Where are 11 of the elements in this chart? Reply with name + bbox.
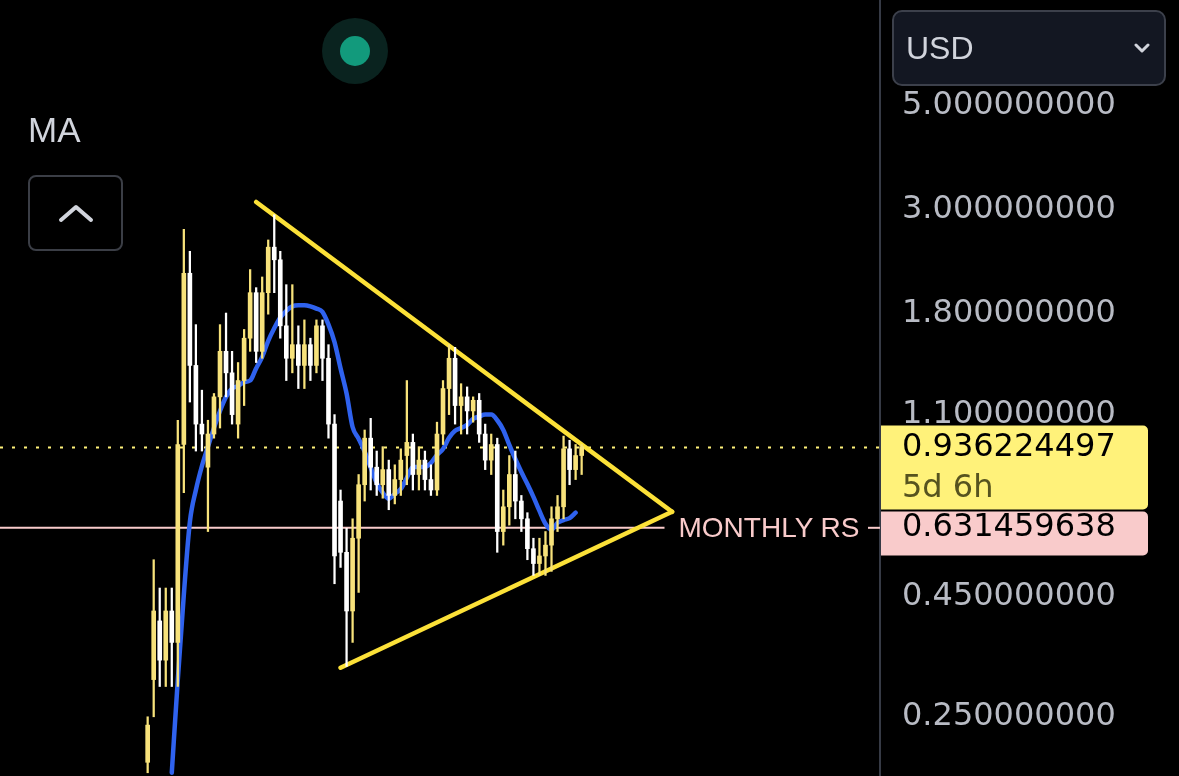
ref-line-label: 5d 6h [902, 466, 994, 505]
y-tick-label: 5.000000000 [902, 84, 1116, 123]
y-tick-label: 1.800000000 [902, 292, 1116, 331]
ref-line-label: MONTHLY RS [678, 511, 860, 543]
currency-dropdown: USD [892, 10, 1166, 86]
annotation: MA [28, 110, 81, 150]
y-axis-title: USD [906, 30, 974, 66]
y-tick-label: 3.000000000 [902, 188, 1116, 227]
y-tick-label: 0.250000000 [902, 695, 1116, 734]
y-tick-label: 0.631459638 [902, 506, 1116, 545]
y-tick-label: 0.450000000 [902, 575, 1116, 614]
